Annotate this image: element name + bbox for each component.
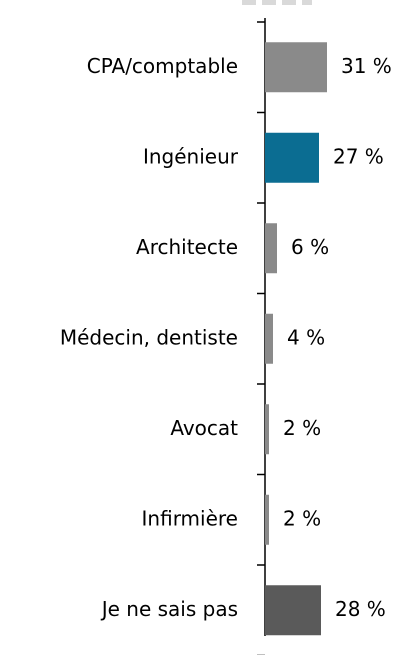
- bar: [265, 132, 319, 183]
- category-label: Médecin, dentiste: [60, 325, 238, 349]
- value-label: 27 %: [333, 144, 384, 168]
- bar: [265, 494, 269, 545]
- category-label: Infirmière: [142, 506, 238, 530]
- legend-swatch: [242, 0, 256, 5]
- category-label: CPA/comptable: [87, 54, 238, 78]
- category-label: Architecte: [136, 235, 238, 259]
- value-label: 6 %: [291, 235, 329, 259]
- value-label: 4 %: [287, 325, 325, 349]
- value-label: 2 %: [283, 416, 321, 440]
- legend-swatch: [302, 0, 312, 5]
- category-label: Avocat: [170, 416, 238, 440]
- bar: [265, 313, 273, 364]
- bar: [265, 223, 277, 274]
- bar: [265, 585, 321, 636]
- bar: [265, 404, 269, 455]
- cropped-legend: [242, 0, 312, 5]
- bar: [265, 42, 327, 93]
- value-label: 28 %: [335, 597, 386, 621]
- category-label: Ingénieur: [143, 144, 239, 168]
- value-label: 2 %: [283, 506, 321, 530]
- value-label: 31 %: [341, 54, 392, 78]
- legend-swatch: [262, 0, 276, 5]
- category-label: Je ne sais pas: [100, 597, 238, 621]
- legend-swatch: [282, 0, 296, 5]
